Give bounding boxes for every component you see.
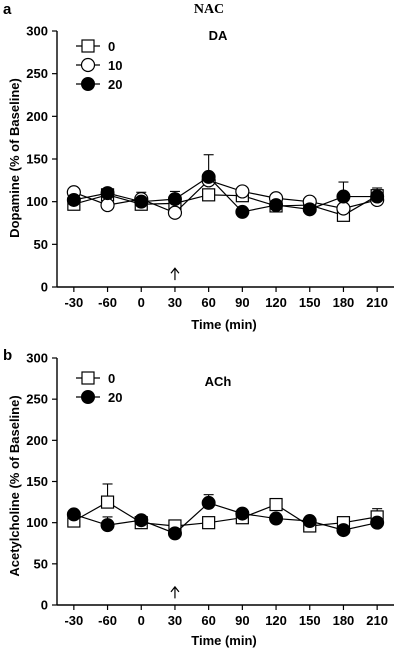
- panel-b-series-0-point: [269, 497, 283, 512]
- panel-a-y-tick-label: 50: [34, 237, 48, 252]
- panel-a-title: DA: [209, 28, 228, 43]
- panel-b-series-0-legend-marker: [81, 371, 95, 385]
- panel-b-series-20-point: [167, 526, 182, 541]
- panel-b-series-20-point: [336, 523, 351, 538]
- panel-b-x-tick-label: 120: [265, 613, 287, 628]
- panel-b-x-tick-label: 210: [366, 613, 388, 628]
- panel-a-series-10-legend-label: 10: [108, 58, 122, 73]
- panel-b-x-tick-label: 30: [168, 613, 182, 628]
- panel-a-series-20-point: [336, 189, 351, 204]
- panel-b-x-axis-title: Time (min): [191, 633, 257, 648]
- panel-b-y-tick-label: 250: [26, 392, 48, 407]
- panel-a-x-tick-label: 60: [201, 295, 215, 310]
- panel-b-series-20-point: [100, 518, 115, 533]
- panel-a-series-10-point: [235, 184, 250, 199]
- panel-a-injection-arrow-icon: [170, 267, 180, 281]
- panel-a-y-tick-label: 200: [26, 109, 48, 124]
- panel-b-y-axis-title: Acetylcholine (% of Baseline): [7, 395, 22, 576]
- panel-a-series-10-line: [73, 179, 378, 214]
- panel-a-series-20-point: [201, 169, 216, 184]
- panel-b-y-tick-label: 150: [26, 474, 48, 489]
- panel-a-series-20-point: [167, 192, 182, 207]
- panel-a-x-tick-label: 90: [235, 295, 249, 310]
- panel-a-series-20-legend-marker: [81, 77, 95, 91]
- panel-b-x-tick-label: -60: [98, 613, 117, 628]
- panel-a-series-20-point: [235, 204, 250, 219]
- panel-b-series-20-point: [134, 513, 149, 528]
- panel-a-series-10-point: [336, 201, 351, 216]
- panel-a-series-20-point: [269, 198, 284, 213]
- panel-a-series-10-point: [167, 205, 183, 220]
- panel-a-series-0-point: [202, 188, 216, 202]
- panel-b-y-tick-label: 0: [41, 598, 48, 613]
- panel-b-series-20-point: [370, 515, 385, 530]
- panel-a-x-tick-label: 150: [299, 295, 321, 310]
- panel-b-title: ACh: [205, 374, 232, 389]
- panel-b-x-tick-label: 90: [235, 613, 249, 628]
- panel-a-y-tick-label: 250: [26, 66, 48, 81]
- panel-b-series-20-point: [269, 511, 284, 526]
- panel-b-series-20-point: [235, 506, 250, 521]
- panel-b-series-20-point: [201, 495, 216, 510]
- panel-a-x-tick-label: 180: [333, 295, 355, 310]
- panel-a-y-axis-title: Dopamine (% of Baseline): [7, 78, 22, 238]
- panel-a-y-tick-label: 100: [26, 194, 48, 209]
- panel-a-letter: a: [3, 1, 12, 18]
- panel-a-series-20-point: [302, 202, 317, 217]
- panel-a-series-0-legend-marker: [81, 39, 95, 53]
- panel-b: b ACh Acetylcholine (% of Baseline) Time…: [3, 347, 394, 648]
- panel-b-injection-arrow-icon: [170, 585, 180, 599]
- panel-b-y-tick-label: 300: [26, 351, 48, 366]
- panel-a-y-tick-label: 0: [41, 280, 48, 295]
- panel-a-series-10-legend-marker: [80, 57, 96, 73]
- panel-a-series-20-point: [134, 194, 149, 209]
- panel-b-series-20-line: [73, 502, 378, 535]
- panel-b-y-tick-label: 100: [26, 515, 48, 530]
- panel-a-x-tick-label: 210: [366, 295, 388, 310]
- panel-b-y-tick-label: 200: [26, 433, 48, 448]
- panel-a-x-tick-label: -30: [64, 295, 83, 310]
- panel-a-series-20-point: [370, 189, 385, 204]
- panel-b-y-tick-label: 50: [34, 556, 48, 571]
- panel-b-series-20-legend-marker: [81, 390, 95, 404]
- panel-b-series-0-line: [73, 501, 378, 527]
- panel-a-series-20-point: [66, 192, 81, 207]
- panel-b-series-20-legend-label: 20: [108, 390, 122, 405]
- panel-b-x-tick-label: -30: [64, 613, 83, 628]
- panel-a-series-20-line: [73, 176, 378, 213]
- panel-a-y-tick-label: 300: [26, 24, 48, 39]
- panel-b-x-tick-label: 180: [333, 613, 355, 628]
- figure-heading: NAC: [194, 2, 224, 17]
- panel-a-x-tick-label: -60: [98, 295, 117, 310]
- panel-b-series-20-point: [66, 507, 81, 522]
- panel-a-series-20-point: [100, 186, 115, 201]
- panel-b-x-tick-label: 0: [138, 613, 145, 628]
- panel-b-x-tick-label: 150: [299, 613, 321, 628]
- panel-b-series-0-point: [202, 516, 216, 530]
- panel-a-series-10-point: [100, 197, 115, 213]
- panel-a-series-20-legend-label: 20: [108, 77, 122, 92]
- panel-a-x-tick-label: 0: [138, 295, 145, 310]
- panel-b-letter: b: [3, 347, 12, 364]
- panel-a-series-0-legend-label: 0: [108, 39, 115, 54]
- panel-a-x-axis-title: Time (min): [191, 317, 257, 332]
- panel-b-series-0-legend-label: 0: [108, 371, 115, 386]
- panel-b-series-20-point: [302, 514, 317, 529]
- panel-b-series-0-point: [100, 495, 115, 509]
- panel-a-x-tick-label: 120: [265, 295, 287, 310]
- panel-a-x-tick-label: 30: [168, 295, 182, 310]
- panel-a-y-tick-label: 150: [26, 152, 48, 167]
- panel-a: a DA Dopamine (% of Baseline) Time (min)…: [3, 1, 394, 332]
- panel-a-series-0-line: [73, 194, 378, 216]
- panel-b-x-tick-label: 60: [201, 613, 215, 628]
